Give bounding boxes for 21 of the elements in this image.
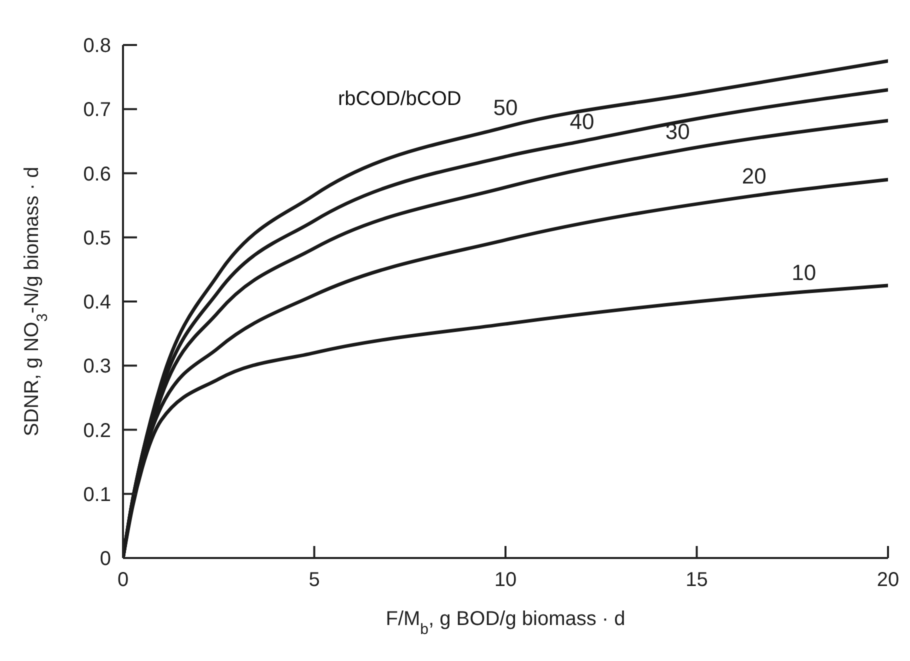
x-tick-label: 10	[494, 569, 517, 592]
y-tick-label: 0.6	[83, 163, 111, 186]
x-tick-label: 20	[876, 569, 900, 592]
series-label: 30	[665, 118, 690, 144]
series-label: 40	[570, 109, 594, 134]
annotation: rbCOD/bCOD	[338, 88, 462, 111]
y-tick-label: 0.5	[83, 227, 111, 250]
series-label: 10	[792, 260, 816, 285]
y-tick-label: 0.2	[83, 420, 111, 442]
series-label: 20	[742, 164, 766, 189]
y-tick-label: 0.7	[83, 99, 111, 122]
y-tick-label: 0.3	[83, 356, 111, 378]
y-tick-label: 0	[100, 548, 111, 570]
y-tick-label: 0.1	[83, 484, 111, 506]
y-tick-label: 0.8	[83, 35, 111, 58]
y-tick-label: 0.4	[83, 292, 111, 314]
x-tick-label: 15	[686, 569, 708, 592]
series-label: 50	[493, 95, 518, 120]
x-axis-title: F/M$_{b}$, g BOD/g biomass · d	[386, 608, 626, 638]
x-tick-label: 0	[117, 569, 129, 592]
x-tick-label: 5	[308, 569, 320, 592]
